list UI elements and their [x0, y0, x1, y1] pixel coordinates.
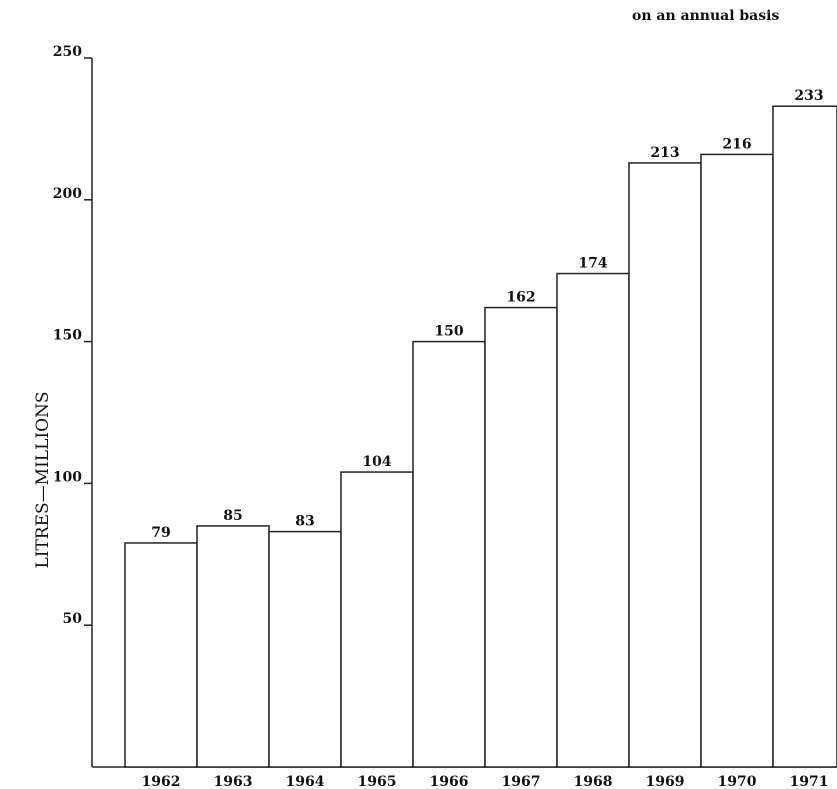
- data-label-1969: 213: [650, 145, 679, 161]
- bar-1970: [700, 153, 774, 768]
- bar-1969: [628, 162, 702, 768]
- category-label-1962: 1962: [142, 774, 181, 789]
- bar-1967: [484, 306, 558, 768]
- data-label-1970: 216: [722, 136, 751, 152]
- category-label-1964: 1964: [286, 774, 325, 789]
- data-label-1965: 104: [362, 454, 391, 470]
- y-tick-label: 250: [53, 44, 82, 60]
- bar-1962: [124, 542, 198, 768]
- y-tick-label: 150: [53, 328, 82, 344]
- bar-1966: [412, 340, 486, 768]
- category-label-1971: 1971: [790, 774, 829, 789]
- data-label-1971: 233: [794, 88, 823, 104]
- category-label-1967: 1967: [502, 774, 541, 789]
- y-tick-label: 200: [53, 186, 82, 202]
- category-label-1968: 1968: [574, 774, 613, 789]
- chart-bars: [124, 105, 837, 768]
- data-label-1966: 150: [434, 324, 463, 340]
- data-label-1964: 83: [295, 514, 314, 530]
- category-label-1965: 1965: [358, 774, 397, 789]
- category-label-1966: 1966: [430, 774, 469, 789]
- data-label-1962: 79: [151, 525, 170, 541]
- category-label-1969: 1969: [646, 774, 685, 789]
- category-label-1963: 1963: [214, 774, 253, 789]
- y-tick-label: 50: [63, 611, 83, 627]
- bar-1964: [268, 530, 342, 768]
- data-label-1967: 162: [506, 290, 535, 306]
- y-tick-label: 100: [53, 469, 82, 485]
- bar-1968: [556, 272, 630, 768]
- data-label-1968: 174: [578, 256, 607, 272]
- chart-subtitle: on an annual basis: [632, 8, 780, 24]
- category-label-1970: 1970: [718, 774, 757, 789]
- bar-1965: [340, 471, 414, 768]
- data-label-1963: 85: [223, 508, 242, 524]
- y-axis-label: LITRES—MILLIONS: [33, 391, 53, 568]
- chart-labels: 79 1962 85 1963 83 1964 104 1965 150 1966 162 1967 1…: [142, 88, 829, 789]
- bar-1963: [196, 525, 270, 768]
- bar-1971: [772, 105, 837, 768]
